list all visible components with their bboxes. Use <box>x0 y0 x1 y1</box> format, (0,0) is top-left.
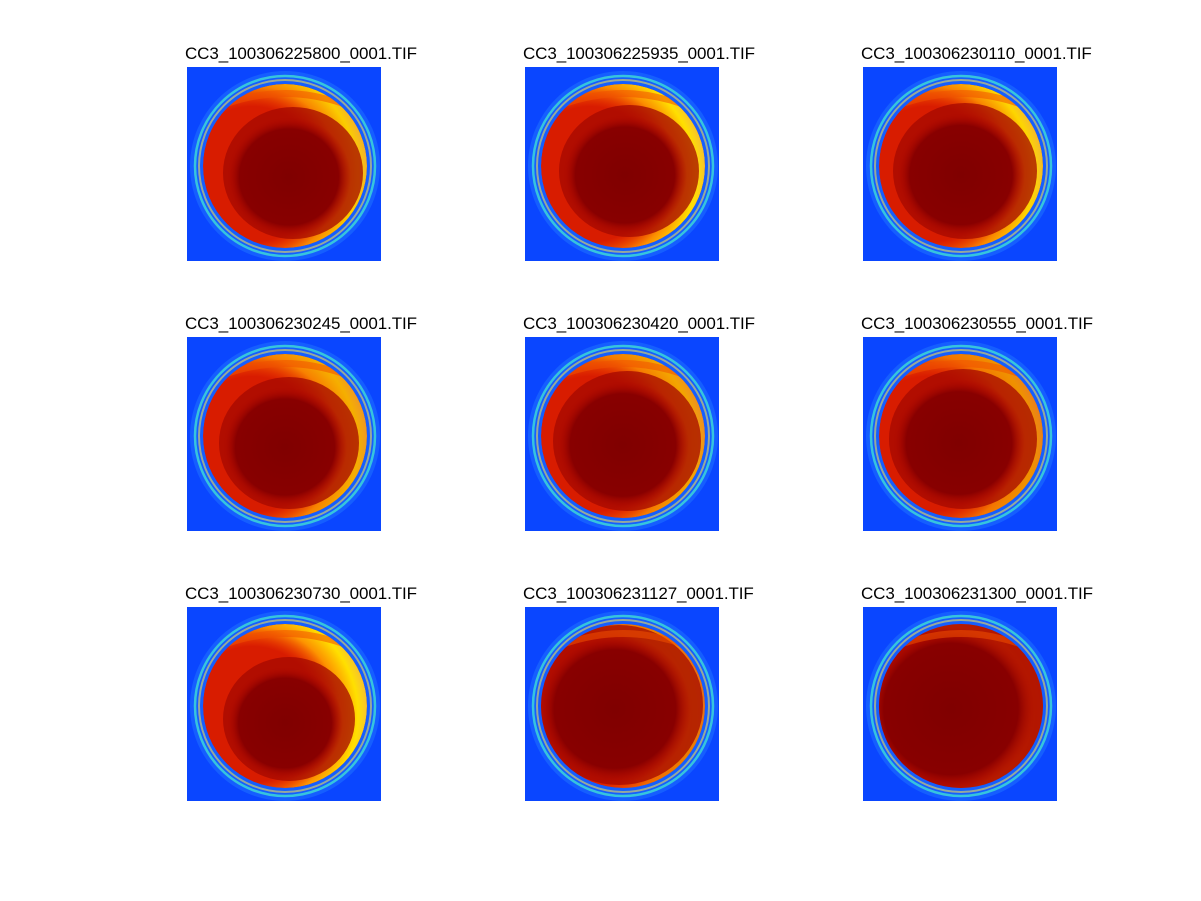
sky-image <box>863 607 1057 801</box>
panel-title: CC3_100306230730_0001.TIF <box>185 584 417 603</box>
sky-image <box>525 607 719 801</box>
image-panel: CC3_100306225935_0001.TIF <box>523 44 793 284</box>
panel-title: CC3_100306225800_0001.TIF <box>185 44 417 63</box>
sky-image <box>525 337 719 531</box>
image-panel: CC3_100306231300_0001.TIF <box>861 584 1131 824</box>
image-panel: CC3_100306231127_0001.TIF <box>523 584 793 824</box>
panel-title: CC3_100306225935_0001.TIF <box>523 44 755 63</box>
sky-image <box>187 607 381 801</box>
image-panel: CC3_100306230555_0001.TIF <box>861 314 1131 554</box>
image-panel: CC3_100306225800_0001.TIF <box>185 44 455 284</box>
panel-title: CC3_100306230420_0001.TIF <box>523 314 755 333</box>
image-panel: CC3_100306230420_0001.TIF <box>523 314 793 554</box>
sky-image <box>187 337 381 531</box>
panel-title: CC3_100306231127_0001.TIF <box>523 584 754 603</box>
panel-title: CC3_100306230245_0001.TIF <box>185 314 417 333</box>
sky-image <box>187 67 381 261</box>
sky-image <box>863 337 1057 531</box>
image-panel: CC3_100306230730_0001.TIF <box>185 584 455 824</box>
sky-image <box>863 67 1057 261</box>
image-panel: CC3_100306230245_0001.TIF <box>185 314 455 554</box>
sky-image <box>525 67 719 261</box>
panel-title: CC3_100306230110_0001.TIF <box>861 44 1092 63</box>
image-panel: CC3_100306230110_0001.TIF <box>861 44 1131 284</box>
panel-title: CC3_100306230555_0001.TIF <box>861 314 1093 333</box>
panel-title: CC3_100306231300_0001.TIF <box>861 584 1093 603</box>
